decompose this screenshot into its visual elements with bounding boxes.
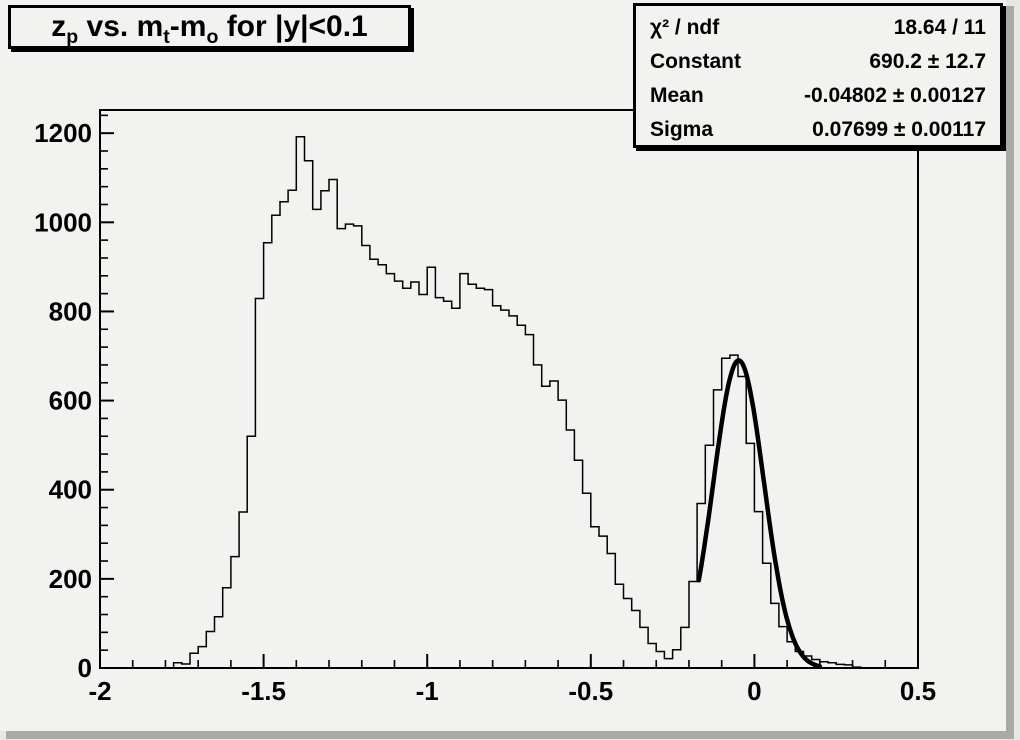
- stats-box: χ² / ndf 18.64 / 11 Constant 690.2 ± 12.7 Me…: [633, 3, 1003, 148]
- stats-value: 690.2 ± 12.7: [869, 50, 986, 73]
- plot-frame: [99, 109, 919, 669]
- title-subscript: o: [206, 26, 219, 48]
- y-axis-tick-label: 600: [49, 386, 92, 416]
- x-axis-tick-label: -1: [416, 676, 439, 706]
- title-subscript: p: [66, 26, 79, 48]
- y-axis-tick-label: 1000: [34, 207, 92, 237]
- stats-row: Mean -0.04802 ± 0.00127: [650, 79, 986, 113]
- title-text-run: for |y|<0.1: [218, 10, 368, 43]
- y-axis-tick-label: 400: [49, 475, 92, 505]
- x-axis-tick-label: 0.5: [900, 676, 936, 706]
- fit-curve: [696, 358, 823, 669]
- stats-label: Constant: [650, 50, 741, 73]
- y-axis-tick-label: 200: [49, 564, 92, 594]
- plot-title: zp vs. mt-mo for |y|<0.1: [51, 10, 368, 47]
- root-canvas: -2 -1.5 -1 -0.5 0 0.5 0 200 400 600 800 1000 1200 zp…: [0, 0, 1006, 731]
- histogram-line: [100, 135, 918, 669]
- y-axis-tick-label: 0: [78, 653, 92, 683]
- stats-row: Constant 690.2 ± 12.7: [650, 45, 986, 79]
- stats-label: χ² / ndf: [650, 16, 720, 39]
- x-axis-tick-label: -0.5: [568, 676, 613, 706]
- stats-row: Sigma 0.07699 ± 0.00117: [650, 113, 986, 147]
- stats-label: Sigma: [650, 118, 714, 141]
- y-axis-tick-label: 1200: [34, 118, 92, 148]
- stats-label: Mean: [650, 84, 704, 107]
- stats-value: 0.07699 ± 0.00117: [812, 118, 986, 141]
- stats-value: -0.04802 ± 0.00127: [803, 84, 986, 107]
- y-axis-tick-label: 800: [49, 296, 92, 326]
- stats-value: 18.64 / 11: [893, 16, 986, 39]
- title-subscript: t: [163, 26, 170, 48]
- title-text-run: z: [51, 10, 67, 43]
- canvas-bevel-right: [1006, 6, 1014, 731]
- plot-title-box: zp vs. mt-mo for |y|<0.1: [8, 5, 411, 49]
- title-text-run: vs. m: [78, 10, 164, 43]
- canvas-bevel-bottom: [6, 731, 1014, 739]
- title-text-run: -m: [169, 10, 207, 43]
- x-axis-tick-label: -2: [88, 676, 111, 706]
- stats-row: χ² / ndf 18.64 / 11: [650, 11, 986, 45]
- x-axis-tick-label: -1.5: [241, 676, 286, 706]
- x-axis-tick-label: 0: [747, 676, 761, 706]
